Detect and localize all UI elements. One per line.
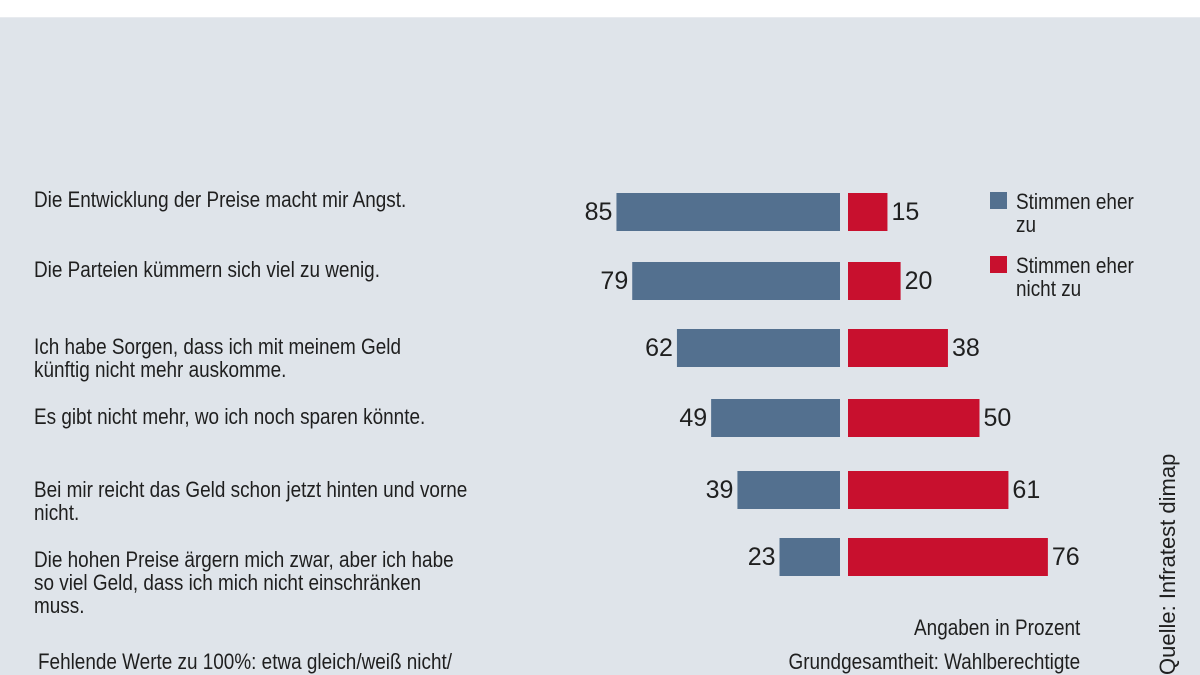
bar-agree [632, 262, 840, 300]
unit-note: Angaben in Prozent [913, 615, 1080, 640]
legend-label-disagree: Stimmen eher nicht zu [1016, 253, 1134, 301]
bar-disagree [848, 329, 948, 367]
title-strip [0, 0, 1200, 18]
legend-swatch-agree [990, 192, 1007, 209]
value-label-agree: 39 [705, 476, 734, 504]
category-label: Ich habe Sorgen, dass ich mit meinem Gel… [34, 334, 402, 382]
value-label-disagree: 76 [1051, 543, 1080, 571]
bar-disagree [848, 471, 1009, 509]
legend-swatch-disagree [990, 256, 1007, 273]
bar-disagree [848, 193, 888, 231]
value-label-agree: 85 [584, 198, 613, 226]
bar-agree [737, 471, 840, 509]
base-note: Grundgesamtheit: Wahlberechtigte [788, 649, 1080, 674]
bar-disagree [848, 538, 1048, 576]
value-label-agree: 79 [600, 267, 629, 295]
value-label-agree: 62 [645, 334, 673, 362]
category-label: Bei mir reicht das Geld schon jetzt hint… [34, 477, 468, 525]
legend-label-agree: Stimmen eher zu [1016, 189, 1134, 237]
bar-disagree [848, 262, 901, 300]
value-label-agree: 49 [679, 404, 708, 432]
bar-agree [676, 329, 840, 367]
category-label: Die hohen Preise ärgern mich zwar, aber … [34, 547, 454, 618]
category-label: Die Parteien kümmern sich viel zu wenig. [34, 257, 380, 282]
value-label-disagree: 50 [983, 404, 1012, 432]
source-credit: Quelle: Infratest dimap [1155, 453, 1180, 675]
bar-disagree [848, 399, 980, 437]
category-label: Die Entwicklung der Preise macht mir Ang… [34, 187, 407, 212]
value-label-disagree: 61 [1012, 476, 1041, 504]
bar-agree [616, 193, 840, 231]
missing-note: Fehlende Werte zu 100%: etwa gleich/weiß… [38, 649, 453, 674]
category-label: Es gibt nicht mehr, wo ich noch sparen k… [34, 404, 426, 429]
bar-agree [779, 538, 840, 576]
value-label-disagree: 15 [891, 198, 920, 226]
bar-agree [711, 399, 840, 437]
value-label-disagree: 38 [951, 334, 980, 362]
value-label-disagree: 20 [904, 267, 933, 295]
value-label-agree: 23 [747, 543, 776, 571]
